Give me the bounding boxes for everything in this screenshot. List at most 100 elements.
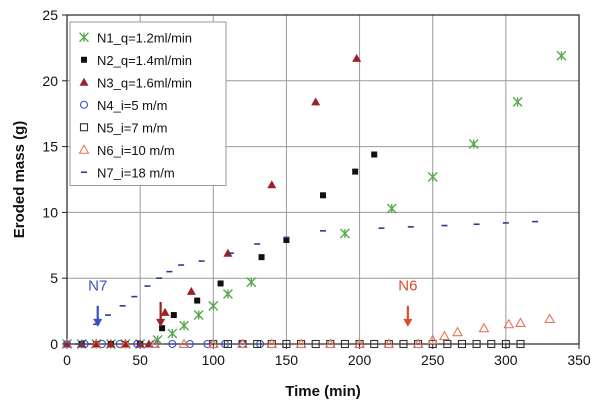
data-point: [194, 297, 201, 304]
data-point: [487, 339, 496, 349]
legend-marker: [79, 77, 89, 86]
data-point: [478, 322, 490, 333]
data-point: [516, 339, 525, 349]
legend-item: N2_q=1.4ml/min: [81, 53, 192, 68]
x-tick-label: 250: [421, 352, 445, 368]
legend-item: N6_i=10 m/m: [78, 143, 175, 158]
y-tick-label: 25: [42, 7, 58, 23]
annotation-label: N6: [398, 278, 417, 295]
data-point: [237, 338, 248, 349]
data-marks: [61, 50, 567, 349]
data-point: [544, 313, 556, 324]
legend-label: N3_q=1.6ml/min: [97, 75, 192, 90]
data-point: [222, 288, 233, 299]
data-point: [159, 325, 166, 332]
x-tick-label: 100: [202, 352, 226, 368]
data-point: [207, 338, 219, 349]
annotation-arrow-head: [156, 318, 166, 327]
data-point: [399, 339, 408, 349]
data-point: [311, 97, 321, 106]
data-point: [253, 339, 262, 349]
data-point: [320, 192, 326, 199]
data-point: [324, 338, 336, 349]
legend-marker: [79, 123, 89, 132]
data-point: [149, 338, 161, 349]
data-point: [503, 318, 515, 329]
data-point: [512, 96, 523, 107]
data-point: [282, 339, 291, 349]
annotation-label: N7: [88, 278, 107, 295]
data-point: [452, 326, 464, 337]
data-point: [427, 171, 438, 182]
annotation-3: N6: [398, 278, 417, 327]
legend-label: N2_q=1.4ml/min: [97, 53, 192, 68]
data-point: [246, 277, 257, 288]
y-tick-label: 20: [42, 73, 58, 89]
data-point: [217, 280, 224, 287]
legend-item: N7_i=18 m/m: [81, 165, 175, 180]
data-point: [427, 334, 439, 345]
x-tick-label: 150: [275, 352, 299, 368]
data-point: [383, 338, 395, 349]
plot-frame: [66, 14, 580, 345]
legend-item: N5_i=7 m/m: [79, 120, 167, 135]
data-point: [501, 339, 510, 349]
legend-label: N7_i=18 m/m: [97, 165, 175, 180]
data-point: [120, 338, 131, 349]
annotation-2: [156, 301, 166, 327]
data-point: [267, 180, 277, 189]
annotation-arrow-head: [93, 318, 103, 327]
data-point: [340, 339, 349, 349]
legend-label: N6_i=10 m/m: [97, 143, 175, 158]
data-point: [167, 328, 178, 339]
data-point: [283, 237, 290, 244]
legend-label: N5_i=7 m/m: [97, 120, 167, 135]
y-tick-label: 5: [50, 270, 58, 286]
x-axis-title: Time (min): [285, 383, 361, 400]
y-tick-label: 10: [42, 204, 58, 220]
annotation-arrow-head: [403, 318, 413, 327]
data-point: [135, 339, 145, 348]
legend: N1_q=1.2ml/min N2_q=1.4ml/min N3_q=1.6ml/m…: [69, 21, 227, 186]
x-tick-label: 50: [132, 352, 148, 368]
data-point: [339, 228, 350, 239]
data-point: [160, 307, 170, 316]
data-point: [311, 339, 320, 349]
legend-marker: [79, 100, 89, 109]
data-point: [472, 339, 481, 349]
y-tick-label: 0: [50, 336, 58, 352]
legend-item: N3_q=1.6ml/min: [79, 75, 192, 90]
annotations: N7 N6: [88, 278, 417, 327]
gridlines: [62, 14, 580, 349]
data-point: [386, 203, 397, 214]
series-6: [61, 313, 556, 349]
series-7: [64, 220, 539, 345]
data-point: [90, 338, 102, 349]
legend-item: N1_q=1.2ml/min: [79, 30, 192, 45]
data-point: [179, 320, 190, 331]
tick-labels: 0 50 100 150 200 250 300 350 0 5 10 15 20 25: [42, 7, 590, 368]
x-tick-label: 0: [63, 352, 71, 368]
data-point: [457, 339, 467, 349]
data-point: [258, 254, 265, 261]
data-point: [370, 339, 379, 349]
data-point: [352, 168, 359, 175]
data-point: [266, 338, 278, 349]
y-tick-label: 15: [42, 139, 58, 155]
y-axis-title: Eroded mass (g): [11, 121, 28, 239]
data-point: [178, 338, 190, 349]
data-point: [133, 339, 142, 349]
x-tick-label: 300: [494, 352, 518, 368]
data-point: [186, 286, 196, 295]
legend-label: N1_q=1.2ml/min: [97, 30, 192, 45]
data-point: [443, 339, 452, 349]
x-tick-label: 350: [567, 352, 591, 368]
legend-marker: [78, 144, 90, 154]
legend-marker: [79, 32, 89, 43]
data-point: [223, 339, 232, 349]
legend-box: [69, 21, 227, 186]
data-point: [193, 310, 204, 321]
legend-label: N4_i=5 m/m: [97, 98, 167, 113]
data-point: [295, 338, 307, 349]
